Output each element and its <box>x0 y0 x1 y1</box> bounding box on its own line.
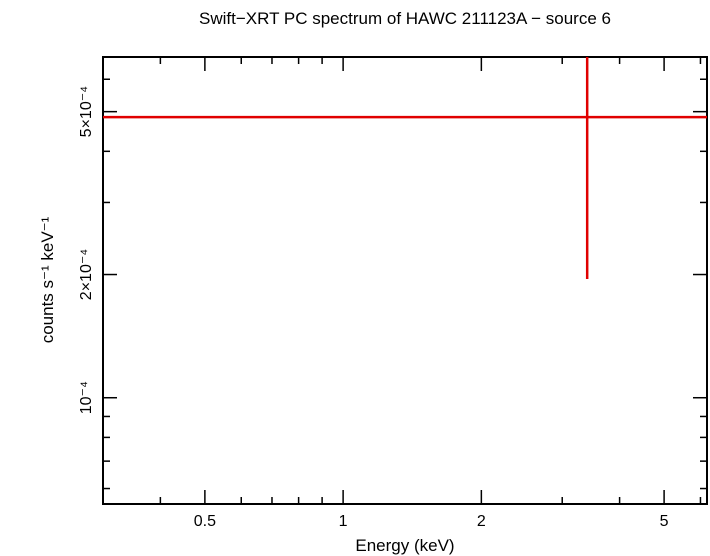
x-axis-title: Energy (keV) <box>355 536 454 555</box>
x-tick-label: 0.5 <box>194 513 216 530</box>
y-tick-label: 5×10⁻⁴ <box>78 86 95 137</box>
axis-ticks: 0.5 1 2 5 10⁻⁴ 2×10⁻⁴ 5×10⁻⁴ <box>78 57 707 530</box>
data-series <box>103 57 707 280</box>
y-tick-label: 2×10⁻⁴ <box>78 249 95 300</box>
x-tick-label: 5 <box>660 513 669 530</box>
chart-title: Swift−XRT PC spectrum of HAWC 211123A − … <box>199 9 611 28</box>
plot-frame <box>102 56 708 505</box>
y-tick-label: 10⁻⁴ <box>78 381 95 414</box>
y-axis-title: counts s⁻¹ keV⁻¹ <box>38 216 57 343</box>
x-tick-label: 1 <box>339 513 348 530</box>
x-tick-label: 2 <box>477 513 486 530</box>
